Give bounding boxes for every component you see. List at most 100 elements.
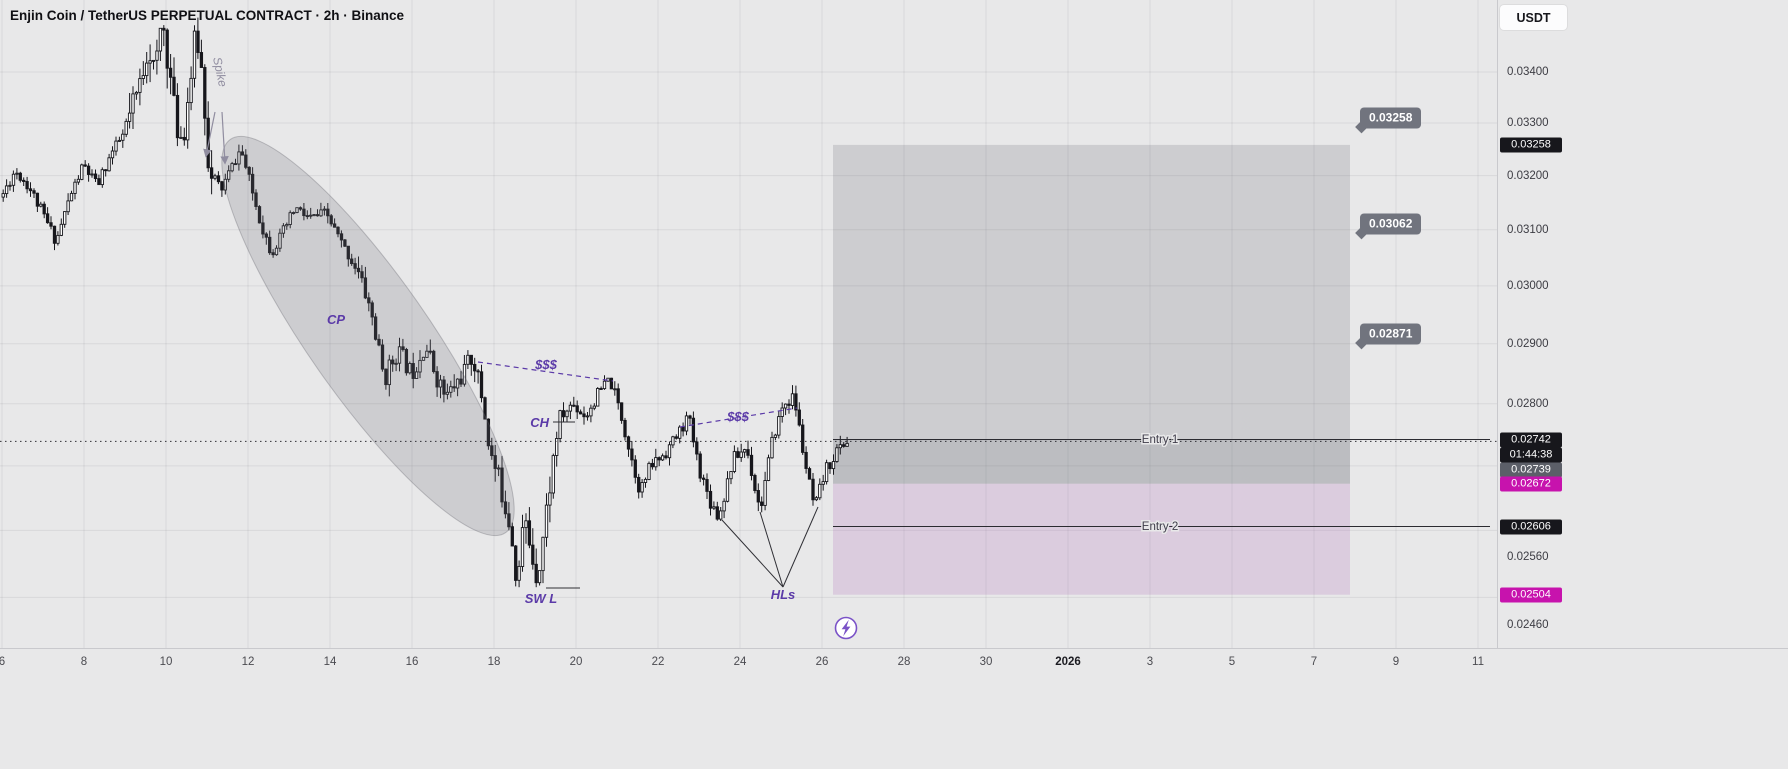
swing-low-annotation[interactable]: SW L — [525, 587, 580, 606]
candle-body — [4, 185, 9, 195]
candle-body — [356, 267, 361, 273]
spike-annotation[interactable]: Spike — [203, 56, 230, 165]
money-label-right[interactable]: $$$ — [726, 409, 749, 424]
symbol-title[interactable]: Enjin Coin / TetherUS PERPETUAL CONTRACT… — [10, 8, 405, 23]
price-callout[interactable]: 0.03258 — [1355, 107, 1422, 134]
consolidation-ellipse-drawing[interactable] — [181, 105, 555, 567]
candle-body — [749, 454, 754, 476]
candle-body — [22, 179, 26, 182]
candle-body — [500, 467, 504, 503]
candle-body — [414, 371, 419, 379]
candle-body — [596, 388, 600, 407]
price-axis[interactable]: 0.03400 0.03300 0.03200 0.03100 0.03000 0.029… — [1497, 0, 1788, 648]
price-level-label[interactable]: 0.03258 — [1500, 137, 1562, 153]
candle-body — [350, 258, 354, 265]
change-of-character-annotation[interactable]: CH — [530, 415, 575, 430]
candle-body — [100, 169, 104, 186]
candle-body — [360, 271, 364, 279]
candle-body — [657, 457, 661, 461]
candle-body — [25, 181, 29, 190]
candle-body — [343, 239, 347, 247]
time-tick-label: 20 — [569, 656, 583, 668]
entry-zone-box[interactable] — [833, 439, 1350, 484]
price-tick-label: 0.03400 — [1507, 66, 1549, 78]
candle-body — [517, 565, 521, 581]
candle-body — [483, 397, 487, 420]
liquidity-trendline-right[interactable] — [679, 407, 798, 428]
candlestick-layer — [1, 17, 849, 588]
lightning-bolt-icon[interactable] — [834, 616, 858, 640]
candle-body — [462, 363, 467, 385]
price-level-label[interactable]: 0.02504 — [1500, 587, 1562, 603]
candle-body — [264, 233, 268, 238]
price-level-label[interactable]: 0.02742 — [1500, 432, 1562, 447]
candle-body — [592, 405, 596, 409]
candle-body — [401, 346, 405, 350]
candle-body — [56, 234, 60, 244]
price-callout[interactable]: 0.02871 — [1355, 323, 1422, 350]
time-tick-label: 2026 — [1055, 656, 1081, 668]
candle-body — [230, 163, 234, 172]
price-tick-label: 0.03200 — [1507, 169, 1549, 182]
candle-body — [172, 76, 176, 96]
candle-body — [619, 402, 624, 421]
candle-body — [404, 349, 409, 374]
candle-body — [835, 447, 839, 462]
higher-lows-annotation[interactable]: HLs — [721, 506, 819, 602]
candle-body — [698, 453, 702, 479]
spike-label[interactable]: Spike — [210, 56, 230, 89]
candle-body — [753, 474, 757, 491]
candle-body — [319, 209, 323, 217]
candle-body — [155, 50, 159, 61]
candle-body — [452, 386, 456, 389]
candle-body — [555, 438, 559, 456]
price-level-label[interactable]: 0.02606 — [1500, 519, 1562, 534]
candle-body — [667, 444, 672, 459]
money-label-left[interactable]: $$$ — [534, 357, 557, 372]
candle-body — [684, 415, 689, 432]
chart-pane[interactable]: CP Spike $$$ $$$ CH SW L — [0, 0, 1497, 648]
candle-body — [616, 388, 620, 404]
candle-body — [15, 172, 19, 175]
time-tick-label: 24 — [733, 656, 747, 668]
candle-body — [613, 388, 617, 391]
candle-body — [824, 462, 829, 483]
candle-body — [148, 60, 152, 64]
candle-body — [145, 62, 149, 77]
candle-body — [104, 169, 108, 172]
candle-body — [124, 120, 128, 135]
candle-body — [449, 386, 453, 393]
candle-body — [514, 545, 518, 581]
spike-arrow-2 — [220, 111, 229, 165]
time-tick-label: 12 — [241, 656, 255, 668]
price-callout[interactable]: 0.03062 — [1355, 213, 1422, 240]
ch-label[interactable]: CH — [530, 415, 549, 430]
time-axis[interactable]: 6 8 10 12 14 16 18 20 22 24 26 28 30 2026 3 5 7 9 11 — [0, 648, 1788, 769]
candle-body — [391, 359, 395, 365]
candle-body — [59, 223, 63, 236]
price-level-label[interactable]: 0.02672 — [1500, 476, 1562, 492]
quote-currency-button[interactable]: USDT — [1500, 5, 1567, 30]
candle-body — [701, 477, 706, 480]
stop-zone-box[interactable] — [833, 483, 1350, 595]
chart-canvas[interactable]: CP Spike $$$ $$$ CH SW L — [0, 0, 1497, 648]
candle-body — [537, 570, 542, 584]
candle-body — [8, 184, 12, 187]
candle-body — [418, 359, 422, 373]
candle-body — [476, 370, 480, 373]
candle-body — [442, 379, 446, 395]
candle-body — [28, 188, 33, 192]
swing-low-label[interactable]: SW L — [525, 591, 558, 606]
candle-body — [459, 378, 463, 385]
candle-body — [568, 404, 573, 412]
candle-body — [787, 403, 791, 406]
target-zone-box[interactable] — [833, 144, 1350, 484]
price-level-label[interactable]: 0.02739 — [1500, 462, 1562, 477]
candle-body — [45, 213, 50, 224]
candle-body — [110, 150, 115, 159]
higher-lows-label[interactable]: HLs — [771, 587, 796, 602]
candle-body — [295, 207, 299, 213]
cp-label[interactable]: CP — [327, 312, 345, 327]
liquidity-trendline-left[interactable] — [477, 361, 614, 382]
